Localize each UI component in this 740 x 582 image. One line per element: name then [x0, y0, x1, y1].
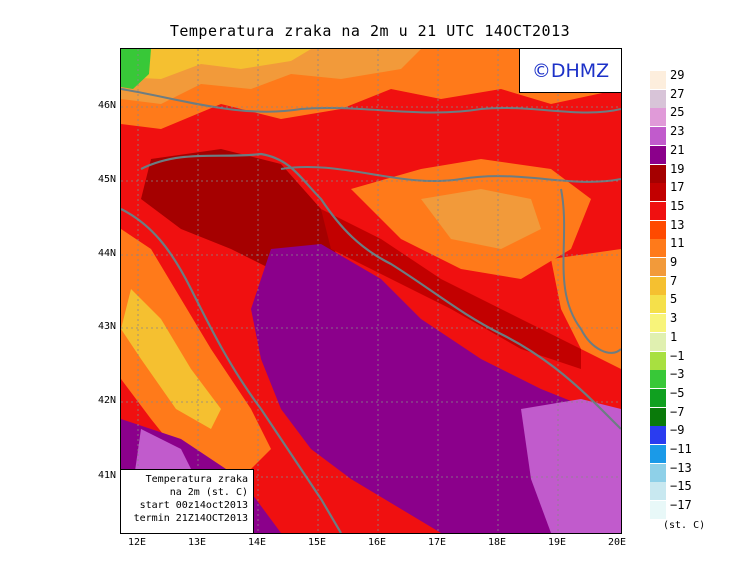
legend-label: 15	[670, 198, 685, 213]
legend-swatch	[650, 295, 666, 314]
legend-label: 5	[670, 292, 678, 307]
legend-swatch	[650, 276, 666, 295]
legend-swatch	[650, 370, 666, 389]
legend-swatch	[650, 258, 666, 276]
zone-albania-sea	[521, 399, 621, 533]
map-canvas	[121, 49, 621, 533]
legend-label: 21	[670, 142, 685, 157]
info-variable: Temperatura zraka	[145, 474, 248, 485]
zone-bosnia-light	[421, 189, 541, 249]
border-bosnia-serbia	[560, 188, 621, 354]
legend-unit: (st. C)	[663, 520, 706, 531]
lat-label: 41N	[97, 470, 116, 481]
zone-alps-yellow	[121, 49, 311, 79]
coastline-east	[140, 152, 621, 430]
legend-label: −5	[670, 385, 685, 400]
legend-label: 17	[670, 180, 685, 195]
lat-label: 43N	[97, 321, 116, 332]
legend-swatch	[650, 463, 666, 482]
legend-swatch	[650, 445, 666, 463]
zone-alps-green	[121, 49, 151, 89]
legend-swatch	[650, 314, 666, 333]
info-termin: termin 21Z14OCT2013	[133, 513, 248, 524]
legend-label: −13	[670, 460, 692, 475]
legend-label: 7	[670, 273, 678, 288]
legend-label: −1	[670, 348, 685, 363]
legend-swatch	[650, 108, 666, 127]
legend-swatch	[650, 201, 666, 220]
lon-label: 19E	[547, 537, 567, 548]
info-units: na 2m (st. C)	[169, 487, 248, 498]
legend-swatch	[650, 164, 666, 183]
legend-swatch	[650, 482, 666, 501]
legend-swatch	[650, 183, 666, 202]
coastline-italy	[121, 208, 342, 533]
lon-label: 18E	[487, 537, 507, 548]
info-start: start 00z14oct2013	[139, 500, 248, 511]
legend-label: 3	[670, 311, 678, 326]
legend-label: −15	[670, 479, 692, 494]
lat-label: 44N	[97, 248, 116, 259]
zone-italy-orange	[121, 229, 271, 469]
lon-label: 13E	[187, 537, 207, 548]
legend-swatch	[650, 388, 666, 407]
dhmz-logo: ©DHMZ	[519, 49, 621, 93]
legend-swatch	[650, 239, 666, 258]
legend-label: −11	[670, 442, 692, 456]
legend-label: −17	[670, 498, 692, 513]
lon-label: 14E	[247, 537, 267, 548]
lat-label: 42N	[97, 395, 116, 406]
legend-label: 1	[670, 329, 678, 344]
legend-label: −9	[670, 423, 685, 438]
lon-label: 17E	[427, 537, 447, 548]
legend-label: 27	[670, 86, 685, 101]
legend-swatch	[650, 332, 666, 351]
legend-swatch	[650, 501, 666, 520]
legend-swatch	[650, 220, 666, 239]
legend-label: −3	[670, 367, 685, 382]
legend-label: 29	[670, 68, 685, 82]
legend-swatch	[650, 89, 666, 108]
lat-label: 46N	[97, 100, 116, 111]
zone-north-adriatic	[141, 149, 341, 279]
legend-label: −7	[670, 404, 685, 419]
legend-label: 25	[670, 105, 685, 120]
lat-label: 45N	[97, 174, 116, 185]
legend-label: 9	[670, 255, 678, 269]
zone-italy-yellow	[121, 289, 221, 429]
zone-dalmatia	[321, 209, 581, 369]
legend-label: 13	[670, 217, 685, 232]
lon-label: 12E	[127, 537, 147, 548]
chart-title: Temperatura zraka na 2m u 21 UTC 14OCT20…	[169, 22, 571, 40]
lon-label: 16E	[367, 537, 387, 548]
temperature-map: ©DHMZ Temperatura zraka na 2m (st. C) st…	[120, 48, 622, 534]
legend-swatch	[650, 407, 666, 426]
legend-swatch	[650, 426, 666, 445]
lon-label: 15E	[307, 537, 327, 548]
legend-label: 23	[670, 124, 685, 139]
info-box: Temperatura zraka na 2m (st. C) start 00…	[121, 469, 254, 533]
zone-east-orange	[551, 249, 621, 369]
legend-swatch	[650, 71, 666, 89]
legend-label: 11	[670, 236, 685, 251]
legend-label: 19	[670, 161, 685, 176]
legend-swatch	[650, 351, 666, 370]
lon-label: 20E	[607, 537, 627, 548]
legend-swatch	[650, 127, 666, 146]
legend-swatch	[650, 145, 666, 164]
graticule	[121, 49, 621, 533]
